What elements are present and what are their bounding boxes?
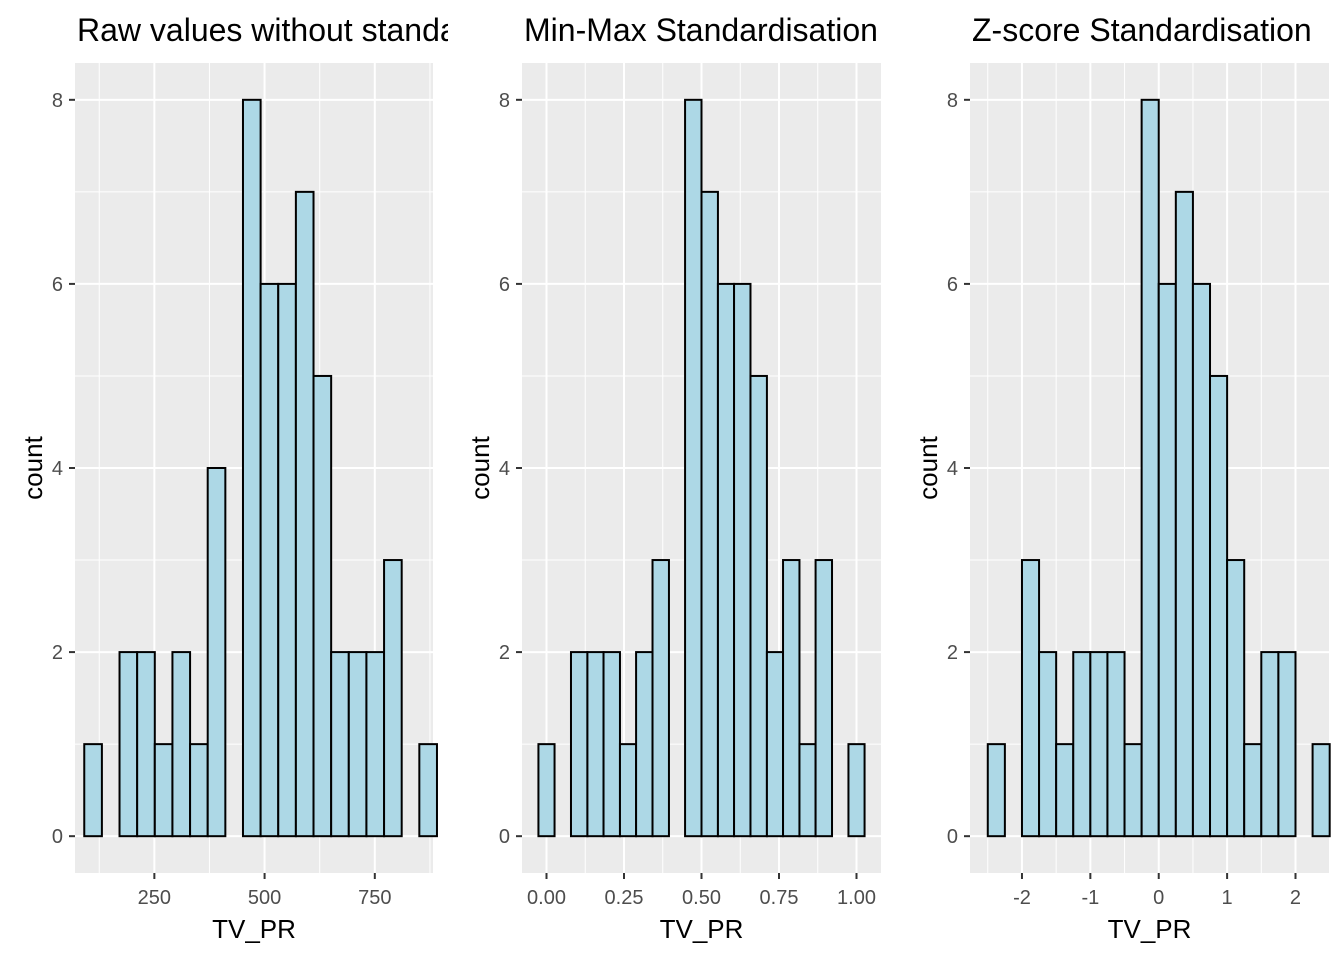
y-axis-label: count: [18, 435, 48, 499]
chart-title: Min-Max Standardisation: [524, 12, 878, 48]
histogram-bar: [277, 282, 297, 838]
y-tick-label: 4: [52, 458, 63, 480]
histogram-bar: [418, 743, 438, 838]
y-tick-label: 2: [499, 642, 510, 664]
histogram-bar: [618, 743, 638, 838]
histogram-bar: [1243, 743, 1263, 838]
histogram-bar: [118, 651, 139, 838]
histogram-bar: [1123, 743, 1143, 838]
histogram-bar: [635, 651, 654, 838]
histogram-bar: [1174, 190, 1194, 838]
histogram-bar: [700, 190, 719, 838]
histogram-bar: [1191, 282, 1212, 838]
histogram-bar: [365, 651, 386, 838]
histogram-bar: [1260, 651, 1280, 838]
x-tick-label: 0: [1153, 887, 1164, 909]
histogram-bar: [1311, 743, 1331, 838]
histogram-panel-2: 0 2 4 6 8 0.00 0.25 0.50 0.75 1.00 Min-Max Standar…: [465, 12, 881, 944]
histogram-bar: [602, 651, 621, 838]
y-tick-label: 4: [947, 458, 958, 480]
histogram-bar: [847, 743, 866, 838]
x-tick-label: 0.50: [682, 887, 721, 909]
histogram-bar: [986, 743, 1006, 838]
y-tick-label: 6: [52, 274, 63, 296]
histogram-bar: [83, 743, 103, 838]
x-tick-label: 0.75: [760, 887, 799, 909]
x-tick-label: -2: [1013, 887, 1031, 909]
histogram-bar: [153, 743, 174, 838]
y-tick-label: 8: [499, 90, 510, 112]
y-tick-label: 4: [499, 458, 510, 480]
histogram-bar: [1209, 374, 1229, 838]
y-axis-label: count: [465, 435, 495, 499]
histogram-bar: [798, 743, 817, 838]
histogram-bar: [651, 559, 670, 838]
histogram-panel-3: 0 2 4 6 8 -2 -1 0 1 2 Z-score Standardisation TV_PR…: [913, 12, 1331, 944]
y-tick-label: 8: [947, 90, 958, 112]
histogram-bar: [684, 98, 703, 838]
histogram-bar: [312, 374, 333, 838]
y-tick-label: 6: [947, 274, 958, 296]
histogram-bar: [749, 374, 768, 838]
y-tick-label: 0: [947, 826, 958, 848]
histogram-bar: [1020, 559, 1041, 838]
histogram-bar: [569, 651, 589, 838]
x-tick-label: 250: [138, 887, 171, 909]
histogram-bar: [1226, 559, 1246, 838]
y-tick-label: 8: [52, 90, 63, 112]
x-tick-label: 500: [248, 887, 281, 909]
x-tick-label: 0.00: [527, 887, 566, 909]
histogram-bar: [383, 559, 403, 838]
histogram-bar: [330, 651, 350, 838]
x-tick-label: 0.25: [605, 887, 644, 909]
x-tick-label: 1: [1222, 887, 1233, 909]
x-axis-label: TV_PR: [1108, 914, 1192, 944]
histogram-bar: [1055, 743, 1075, 838]
histogram-bar: [136, 651, 156, 838]
histogram-bar: [1106, 651, 1126, 838]
x-tick-label: 750: [358, 887, 391, 909]
x-tick-label: 1.00: [837, 887, 876, 909]
histogram-bar: [241, 98, 262, 838]
histogram-bar: [1072, 651, 1092, 838]
x-axis-label: TV_PR: [212, 914, 296, 944]
histogram-bar: [171, 651, 192, 838]
x-axis-label: TV_PR: [660, 914, 744, 944]
histogram-bar: [537, 743, 556, 838]
histogram-bar: [1089, 651, 1109, 838]
x-tick-label: 2: [1290, 887, 1301, 909]
histogram-bar: [733, 282, 752, 838]
histogram-bar: [1157, 282, 1177, 838]
y-axis-label: count: [913, 435, 943, 499]
histogram-panel-1: 0 2 4 6 8 250 500 750 Raw values without standar…: [18, 12, 579, 944]
y-tick-label: 2: [52, 642, 63, 664]
histogram-bar: [1277, 651, 1297, 838]
histogram-bar: [259, 282, 280, 838]
histogram-bar: [347, 651, 368, 838]
histogram-bar: [206, 467, 227, 838]
y-tick-label: 0: [499, 826, 510, 848]
chart-title: Raw values without standardisation: [77, 12, 579, 48]
y-tick-label: 2: [947, 642, 958, 664]
histogram-bar: [1038, 651, 1058, 838]
histogram-bar: [189, 743, 209, 838]
histogram-bar: [716, 282, 736, 838]
histogram-bar: [782, 559, 801, 838]
x-tick-label: -1: [1081, 887, 1099, 909]
histogram-bar: [294, 190, 315, 838]
histogram-bar: [1140, 98, 1160, 838]
histogram-bar: [765, 651, 785, 838]
y-tick-label: 0: [52, 826, 63, 848]
chart-title: Z-score Standardisation: [972, 12, 1312, 48]
y-tick-label: 6: [499, 274, 510, 296]
histogram-bar: [814, 559, 834, 838]
histogram-bar: [586, 651, 605, 838]
